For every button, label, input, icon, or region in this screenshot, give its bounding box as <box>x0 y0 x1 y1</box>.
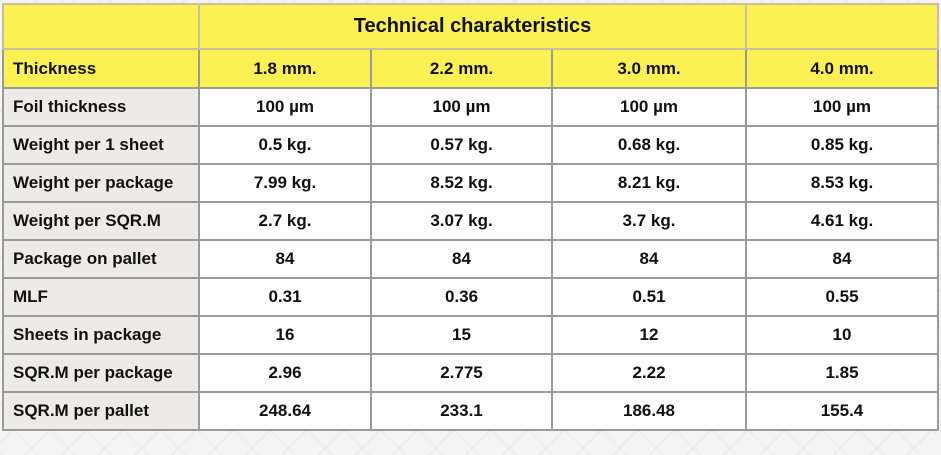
table-row: MLF 0.31 0.36 0.51 0.55 <box>2 277 939 317</box>
row-label: SQR.M per pallet <box>2 391 200 431</box>
cell-value: 100 µm <box>551 87 747 127</box>
row-label: MLF <box>2 277 200 317</box>
technical-characteristics-table: Technical charakteristics Thickness 1.8 … <box>2 3 939 431</box>
cell-value: 0.36 <box>370 277 553 317</box>
cell-value: 84 <box>198 239 372 279</box>
cell-value: 4.61 kg. <box>745 201 939 241</box>
cell-value: 12 <box>551 315 747 355</box>
cell-value: 0.57 kg. <box>370 125 553 165</box>
row-label: Foil thickness <box>2 87 200 127</box>
table-title: Technical charakteristics <box>198 3 747 50</box>
cell-value: 8.52 kg. <box>370 163 553 203</box>
cell-value: 15 <box>370 315 553 355</box>
cell-value: 100 µm <box>198 87 372 127</box>
thickness-header-row: Thickness 1.8 mm. 2.2 mm. 3.0 mm. 4.0 mm… <box>2 48 939 89</box>
row-label: Package on pallet <box>2 239 200 279</box>
cell-value: 7.99 kg. <box>198 163 372 203</box>
cell-value: 2.7 kg. <box>198 201 372 241</box>
cell-value: 0.55 <box>745 277 939 317</box>
table-title-row: Technical charakteristics <box>2 3 939 50</box>
cell-value: 3.07 kg. <box>370 201 553 241</box>
header-column: 2.2 mm. <box>370 48 553 89</box>
cell-value: 84 <box>551 239 747 279</box>
table-row: Sheets in package 16 15 12 10 <box>2 315 939 355</box>
cell-value: 16 <box>198 315 372 355</box>
cell-value: 84 <box>370 239 553 279</box>
cell-value: 3.7 kg. <box>551 201 747 241</box>
row-label: SQR.M per package <box>2 353 200 393</box>
header-label: Thickness <box>2 48 200 89</box>
header-column: 4.0 mm. <box>745 48 939 89</box>
title-corner-cell <box>2 3 200 50</box>
table-row: Weight per 1 sheet 0.5 kg. 0.57 kg. 0.68… <box>2 125 939 165</box>
title-corner-cell <box>745 3 939 50</box>
table-row: SQR.M per package 2.96 2.775 2.22 1.85 <box>2 353 939 393</box>
cell-value: 10 <box>745 315 939 355</box>
row-label: Weight per package <box>2 163 200 203</box>
cell-value: 0.68 kg. <box>551 125 747 165</box>
cell-value: 0.5 kg. <box>198 125 372 165</box>
table-row: Package on pallet 84 84 84 84 <box>2 239 939 279</box>
cell-value: 100 µm <box>745 87 939 127</box>
cell-value: 248.64 <box>198 391 372 431</box>
cell-value: 100 µm <box>370 87 553 127</box>
cell-value: 233.1 <box>370 391 553 431</box>
header-column: 3.0 mm. <box>551 48 747 89</box>
cell-value: 186.48 <box>551 391 747 431</box>
table-row: SQR.M per pallet 248.64 233.1 186.48 155… <box>2 391 939 431</box>
row-label: Weight per 1 sheet <box>2 125 200 165</box>
cell-value: 84 <box>745 239 939 279</box>
row-label: Sheets in package <box>2 315 200 355</box>
cell-value: 2.96 <box>198 353 372 393</box>
table-row: Weight per package 7.99 kg. 8.52 kg. 8.2… <box>2 163 939 203</box>
table-row: Weight per SQR.M 2.7 kg. 3.07 kg. 3.7 kg… <box>2 201 939 241</box>
cell-value: 8.53 kg. <box>745 163 939 203</box>
cell-value: 8.21 kg. <box>551 163 747 203</box>
cell-value: 2.22 <box>551 353 747 393</box>
cell-value: 155.4 <box>745 391 939 431</box>
table-row: Foil thickness 100 µm 100 µm 100 µm 100 … <box>2 87 939 127</box>
cell-value: 0.85 kg. <box>745 125 939 165</box>
cell-value: 0.31 <box>198 277 372 317</box>
row-label: Weight per SQR.M <box>2 201 200 241</box>
header-column: 1.8 mm. <box>198 48 372 89</box>
cell-value: 1.85 <box>745 353 939 393</box>
cell-value: 0.51 <box>551 277 747 317</box>
cell-value: 2.775 <box>370 353 553 393</box>
